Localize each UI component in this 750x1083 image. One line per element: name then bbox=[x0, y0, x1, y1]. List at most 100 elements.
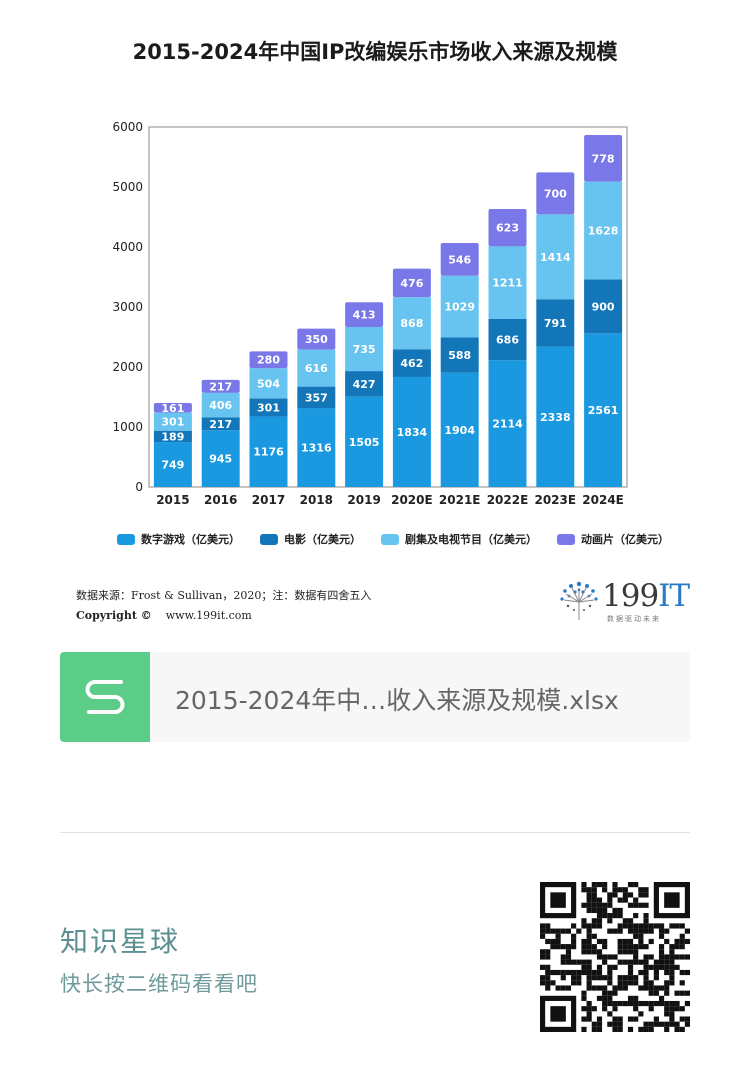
y-tick-label: 1000 bbox=[112, 420, 143, 434]
data-label: 427 bbox=[353, 378, 376, 391]
bar-segment bbox=[345, 302, 384, 327]
data-label: 1316 bbox=[301, 442, 332, 455]
spreadsheet-s-icon bbox=[60, 652, 150, 742]
x-tick-label: 2020E bbox=[391, 493, 433, 507]
bar-segment bbox=[584, 181, 623, 280]
bar-segment bbox=[440, 275, 479, 338]
bar-segment bbox=[153, 430, 192, 443]
bar-segment bbox=[488, 319, 527, 361]
legend-item-tv-series: 剧集及电视节目（亿美元） bbox=[381, 531, 537, 547]
logo-accent: IT bbox=[658, 578, 690, 614]
bar-segment bbox=[201, 430, 240, 487]
legend-item-animation: 动画片（亿美元） bbox=[557, 531, 669, 547]
chart-title: 2015-2024年中国IP改编娱乐市场收入来源及规模 bbox=[132, 40, 618, 64]
legend-swatch bbox=[381, 533, 399, 545]
bar-segment bbox=[488, 360, 527, 487]
legend-label: 数字游戏（亿美元） bbox=[141, 533, 240, 546]
bar-segment bbox=[536, 299, 575, 347]
x-tick-label: 2022E bbox=[487, 493, 529, 507]
data-label: 504 bbox=[257, 377, 280, 390]
bar-segment bbox=[249, 398, 288, 417]
bar-segment bbox=[201, 379, 240, 393]
bar-segment bbox=[584, 279, 623, 334]
bar-segment bbox=[392, 268, 431, 298]
data-label: 301 bbox=[161, 416, 184, 429]
logo-wordmark: 199IT bbox=[602, 578, 690, 614]
bar-segment bbox=[153, 403, 192, 413]
website-label: www.199it.com bbox=[165, 609, 252, 622]
data-label: 413 bbox=[353, 309, 376, 322]
data-label: 1505 bbox=[349, 436, 380, 449]
bar-segment bbox=[345, 326, 384, 372]
data-label: 189 bbox=[161, 430, 184, 443]
bar-segment bbox=[488, 246, 527, 319]
legend-label: 剧集及电视节目（亿美元） bbox=[405, 533, 537, 546]
x-tick-label: 2021E bbox=[439, 493, 481, 507]
data-label: 2114 bbox=[492, 418, 523, 431]
bar-segment bbox=[201, 392, 240, 418]
data-label: 623 bbox=[496, 222, 519, 235]
bar-segment bbox=[392, 297, 431, 350]
data-label: 301 bbox=[257, 401, 280, 414]
data-label: 280 bbox=[257, 354, 280, 367]
plot-frame bbox=[148, 126, 628, 488]
source-note: 数据来源：Frost & Sullivan，2020；注：数据有四舍五入 Cop… bbox=[76, 586, 371, 626]
bar-segment bbox=[488, 208, 527, 247]
data-label: 357 bbox=[305, 391, 328, 404]
data-label: 2561 bbox=[588, 404, 619, 417]
data-label: 735 bbox=[353, 343, 376, 356]
file-name: 2015-2024年中…收入来源及规模.xlsx bbox=[175, 686, 619, 715]
data-label: 1029 bbox=[444, 301, 475, 314]
legend-item-film: 电影（亿美元） bbox=[260, 531, 361, 547]
data-label: 1176 bbox=[253, 446, 284, 459]
bar-segment bbox=[153, 412, 192, 431]
legend-item-digital-games: 数字游戏（亿美元） bbox=[117, 531, 240, 547]
data-label: 1904 bbox=[444, 424, 475, 437]
data-label: 1628 bbox=[588, 225, 619, 238]
bar-segment bbox=[249, 416, 288, 487]
bar-segment bbox=[536, 172, 575, 215]
data-label: 161 bbox=[161, 402, 184, 415]
y-tick-label: 2000 bbox=[112, 360, 143, 374]
bar-segment bbox=[249, 351, 288, 369]
promo-subtitle: 快长按二维码看看吧 bbox=[60, 972, 258, 996]
copyright-line: Copyright © www.199it.com bbox=[76, 606, 371, 626]
data-label: 749 bbox=[161, 459, 184, 472]
file-attachment-card[interactable]: 2015-2024年中…收入来源及规模.xlsx bbox=[60, 652, 690, 742]
bar-segment bbox=[297, 328, 336, 350]
divider bbox=[60, 832, 690, 833]
data-label: 868 bbox=[400, 317, 423, 330]
data-label: 1211 bbox=[492, 277, 523, 290]
x-tick-label: 2016 bbox=[204, 493, 237, 507]
data-label: 945 bbox=[209, 453, 232, 466]
logo-number: 199 bbox=[602, 578, 659, 614]
logo-slogan: 数据驱动未来 bbox=[607, 615, 661, 623]
data-label: 700 bbox=[544, 187, 567, 200]
bar-segment bbox=[392, 349, 431, 377]
data-label: 476 bbox=[400, 277, 423, 290]
bar-segment bbox=[440, 372, 479, 487]
y-tick-label: 4000 bbox=[112, 240, 143, 254]
bar-segment bbox=[392, 376, 431, 487]
x-tick-label: 2019 bbox=[347, 493, 380, 507]
y-tick-label: 6000 bbox=[112, 120, 143, 134]
legend-swatch bbox=[260, 533, 278, 545]
dandelion-logo-icon bbox=[560, 581, 598, 620]
data-label: 217 bbox=[209, 380, 232, 393]
brand-logo: 199IT 数据驱动未来 bbox=[556, 578, 690, 628]
y-tick-label: 3000 bbox=[112, 300, 143, 314]
bar-segment bbox=[153, 442, 192, 487]
bar-segment bbox=[345, 371, 384, 397]
data-label: 588 bbox=[448, 349, 471, 362]
data-label: 350 bbox=[305, 333, 328, 346]
data-label: 791 bbox=[544, 317, 567, 330]
qr-code-icon[interactable] bbox=[540, 882, 690, 1032]
data-label: 686 bbox=[496, 334, 519, 347]
legend-swatch bbox=[557, 533, 575, 545]
bar-segment bbox=[440, 242, 479, 276]
data-label: 778 bbox=[592, 152, 615, 165]
bar-segment bbox=[584, 134, 623, 182]
promo-title: 知识星球 bbox=[60, 925, 181, 958]
legend-swatch bbox=[117, 533, 135, 545]
bar-segment bbox=[201, 417, 240, 431]
